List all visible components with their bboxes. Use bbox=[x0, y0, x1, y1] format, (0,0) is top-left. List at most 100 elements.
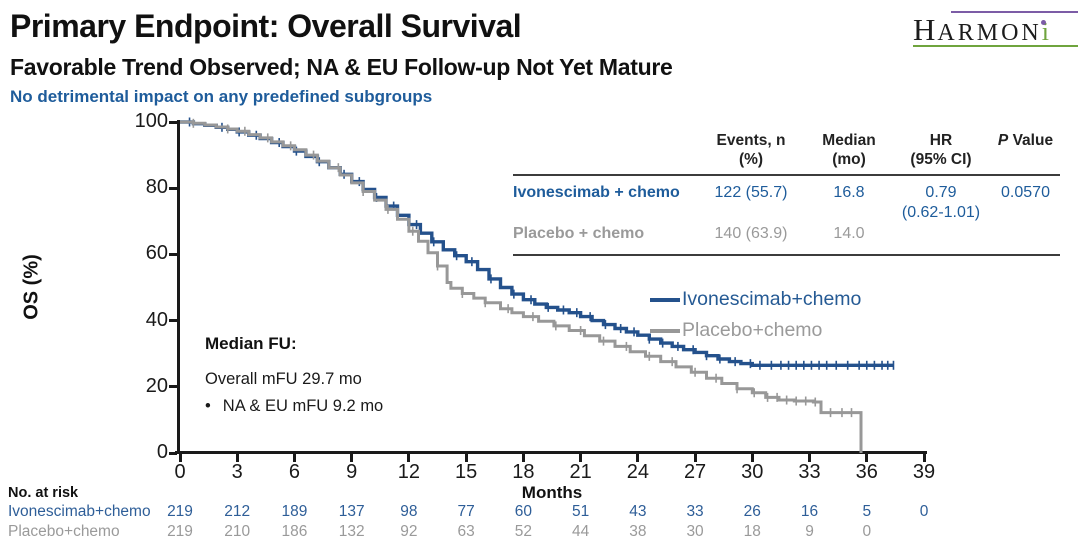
header-events: Events, n (%) bbox=[716, 132, 786, 168]
logo-bottom-rule bbox=[913, 45, 1078, 47]
at-risk-count: 98 bbox=[400, 503, 418, 520]
y-tick bbox=[169, 252, 177, 256]
at-risk-count: 60 bbox=[514, 503, 532, 520]
legend-item-placebo: Placebo+chemo bbox=[650, 315, 861, 346]
x-tick-label: 15 bbox=[455, 461, 478, 483]
at-risk-count: 30 bbox=[686, 523, 704, 540]
y-tick-label: 40 bbox=[145, 308, 168, 331]
y-tick-label: 100 bbox=[134, 110, 168, 132]
survival-curves bbox=[180, 117, 895, 453]
header-pvalue: P Value bbox=[997, 132, 1054, 149]
ivonescimab-line-swatch bbox=[650, 297, 680, 302]
logo-letter-i: i bbox=[1041, 17, 1049, 46]
header-hr: HR (95% CI) bbox=[910, 132, 972, 168]
header-spacer bbox=[513, 131, 695, 169]
page-subtitle: Favorable Trend Observed; NA & EU Follow… bbox=[10, 54, 673, 80]
at-risk-count: 44 bbox=[571, 523, 590, 540]
table-row-ivonescimab: Ivonescimab + chemo 122 (55.7) 16.8 0.79… bbox=[513, 184, 1050, 221]
y-tick-label: 60 bbox=[145, 242, 168, 265]
at-risk-count: 18 bbox=[743, 523, 761, 540]
table-row-placebo: Placebo + chemo 140 (63.9) 14.0 bbox=[513, 225, 865, 242]
median-fu-annotation: Median FU: Overall mFU 29.7 mo NA & EU m… bbox=[205, 334, 383, 424]
x-tick bbox=[750, 454, 754, 462]
x-tick-label: 21 bbox=[569, 461, 592, 483]
results-table: Events, n (%) Median (mo) HR (95% CI) P … bbox=[513, 131, 1060, 256]
at-risk-count: 219 bbox=[167, 523, 193, 540]
placebo-line-swatch bbox=[650, 328, 680, 333]
logo-letter-h: H bbox=[913, 12, 938, 47]
y-axis-label: OS (%) bbox=[20, 254, 43, 320]
logo-text: HARMONi bbox=[913, 12, 1049, 48]
at-risk-count: 132 bbox=[338, 523, 365, 540]
x-tick bbox=[407, 454, 411, 462]
y-tick-label: 80 bbox=[145, 176, 168, 199]
at-risk-count: 0 bbox=[919, 503, 929, 520]
x-axis-line bbox=[175, 451, 927, 454]
at-risk-count: 51 bbox=[571, 503, 590, 520]
y-tick-label: 20 bbox=[145, 374, 168, 397]
x-tick bbox=[464, 454, 468, 462]
at-risk-count: 210 bbox=[224, 523, 251, 540]
x-tick bbox=[922, 454, 926, 462]
x-tick bbox=[808, 454, 812, 462]
at-risk-count: 43 bbox=[629, 503, 647, 520]
x-tick-label: 39 bbox=[912, 461, 936, 483]
at-risk-count: 0 bbox=[862, 523, 872, 540]
at-risk-count: 26 bbox=[743, 503, 761, 520]
page-title: Primary Endpoint: Overall Survival bbox=[10, 8, 522, 44]
x-tick-label: 9 bbox=[346, 461, 358, 483]
at-risk-heading: No. at risk bbox=[8, 485, 79, 501]
y-tick bbox=[169, 385, 177, 389]
results-table-body: Ivonescimab + chemo 122 (55.7) 16.8 0.79… bbox=[513, 176, 1060, 256]
x-tick bbox=[865, 454, 869, 462]
y-tick bbox=[169, 451, 177, 455]
hr-cell: 0.79 (0.62-1.01) bbox=[901, 184, 981, 221]
y-tick bbox=[169, 319, 177, 323]
logo-letters: ARMON bbox=[937, 20, 1042, 46]
at-risk-count: 77 bbox=[457, 503, 475, 520]
at-risk-count: 16 bbox=[800, 503, 819, 520]
x-tick-label: 33 bbox=[798, 461, 821, 483]
y-tick-label: 0 bbox=[156, 441, 168, 463]
subgroup-note: No detrimental impact on any predefined … bbox=[10, 87, 433, 106]
x-tick-label: 30 bbox=[741, 461, 764, 483]
at-risk-count: 137 bbox=[338, 503, 365, 520]
y-tick bbox=[169, 186, 177, 190]
x-tick bbox=[350, 454, 354, 462]
at-risk-count: 63 bbox=[457, 523, 475, 540]
x-tick-label: 18 bbox=[512, 461, 535, 483]
at-risk-count: 38 bbox=[629, 523, 647, 540]
x-tick bbox=[579, 454, 583, 462]
at-risk-label-placebo: Placebo+chemo bbox=[8, 523, 120, 540]
x-tick-label: 27 bbox=[683, 461, 707, 483]
x-tick bbox=[178, 454, 182, 462]
y-axis-line bbox=[177, 120, 180, 454]
x-tick bbox=[235, 454, 239, 462]
x-tick-label: 24 bbox=[626, 461, 649, 483]
x-tick bbox=[521, 454, 525, 462]
at-risk-count: 52 bbox=[514, 523, 532, 540]
x-axis-title: Months bbox=[521, 483, 583, 502]
x-tick-label: 12 bbox=[397, 461, 421, 483]
x-tick bbox=[693, 454, 697, 462]
at-risk-label-ivonescimab: Ivonescimab+chemo bbox=[8, 503, 151, 520]
x-tick-label: 0 bbox=[174, 461, 186, 483]
x-tick bbox=[636, 454, 640, 462]
chart-legend: Ivonescimab+chemo Placebo+chemo bbox=[650, 284, 861, 346]
harmoni-logo: HARMONi bbox=[911, 8, 1080, 48]
at-risk-count: 219 bbox=[167, 503, 193, 520]
at-risk-count: 212 bbox=[224, 503, 251, 520]
at-risk-count: 186 bbox=[281, 523, 308, 540]
legend-item-ivonescimab: Ivonescimab+chemo bbox=[650, 284, 861, 315]
results-table-header: Events, n (%) Median (mo) HR (95% CI) P … bbox=[513, 131, 1060, 176]
at-risk-count: 33 bbox=[686, 503, 704, 520]
x-tick-label: 36 bbox=[855, 461, 878, 483]
median-fu-bullet: NA & EU mFU 9.2 mo bbox=[205, 397, 383, 416]
logo-i-dot bbox=[1040, 20, 1046, 25]
x-tick-label: 6 bbox=[288, 461, 301, 483]
at-risk-count: 9 bbox=[805, 523, 814, 540]
y-tick bbox=[169, 120, 177, 124]
at-risk-count: 5 bbox=[862, 503, 872, 520]
x-tick bbox=[292, 454, 296, 462]
